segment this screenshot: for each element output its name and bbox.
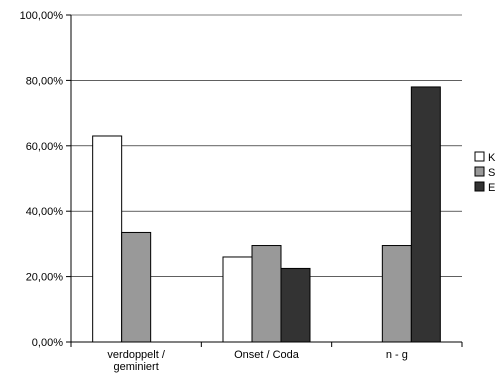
legend-swatch-k [474,151,485,162]
legend: KSE [474,151,496,194]
legend-label-k: K [488,152,496,164]
bar-k [92,135,123,343]
y-tick-label: 0,00% [32,337,63,349]
axes: 0,00% 20,00% 40,00% 60,00% 80,00% 100,00% verd… [20,10,463,373]
y-tick-label: 40,00% [26,206,64,218]
bar-s [381,245,412,343]
bar-s [251,245,282,343]
bar-s [121,231,152,343]
legend-label-s: S [488,167,495,179]
y-tick-label: 60,00% [26,141,64,153]
y-tick-label: 100,00% [20,10,64,22]
y-tick-label: 20,00% [26,272,64,284]
legend-swatch-s [474,166,485,177]
bar-k [222,256,253,343]
y-tick-label: 80,00% [26,75,64,87]
x-category-label: geminiert [114,361,159,373]
x-category-label: verdoppelt / [107,349,165,361]
legend-label-e: E [488,182,495,194]
bars [92,86,441,343]
bar-e [280,267,311,343]
bar-e [410,86,441,343]
x-category-label: Onset / Coda [234,349,300,361]
legend-swatch-e [474,181,485,192]
x-category-label: n - g [386,349,408,361]
